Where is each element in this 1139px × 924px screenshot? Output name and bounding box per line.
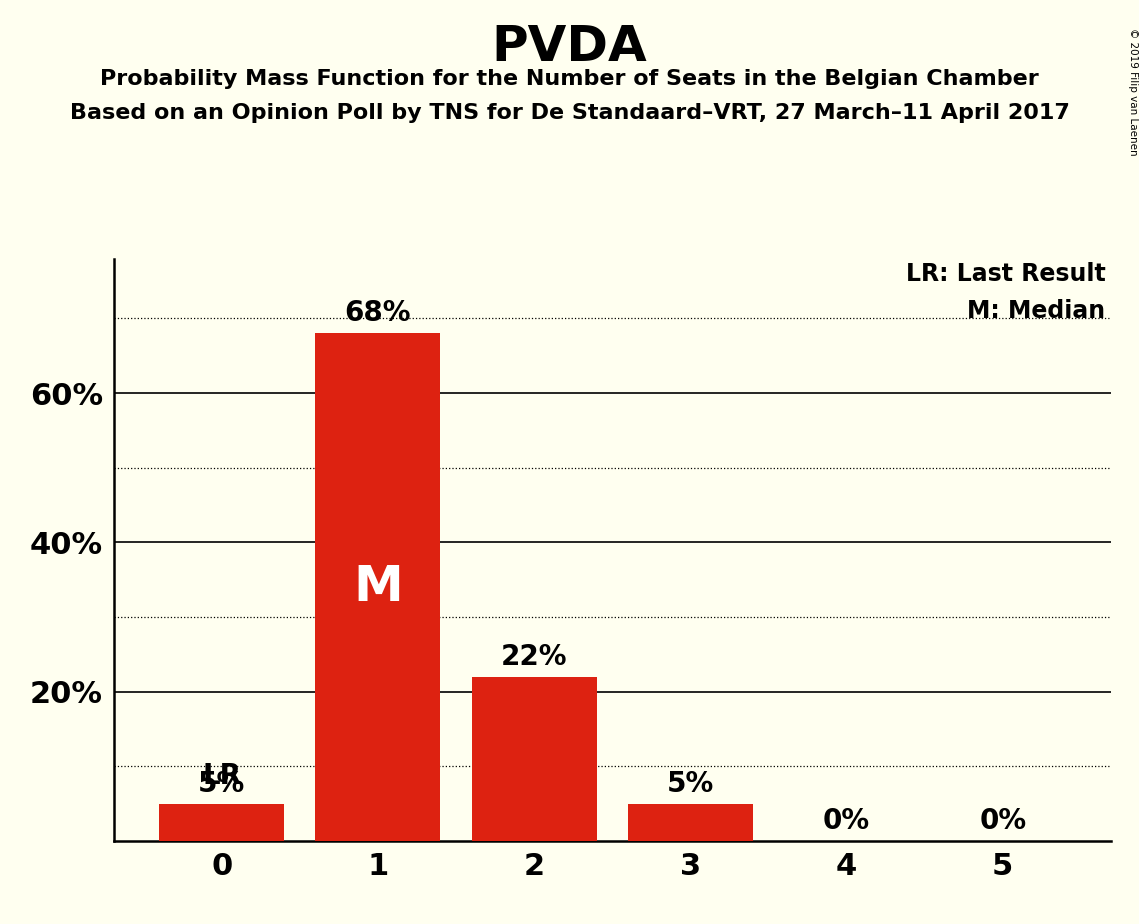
Text: Probability Mass Function for the Number of Seats in the Belgian Chamber: Probability Mass Function for the Number… — [100, 69, 1039, 90]
Text: PVDA: PVDA — [492, 23, 647, 71]
Text: 0%: 0% — [980, 807, 1026, 835]
Text: 22%: 22% — [501, 643, 567, 671]
Bar — [472, 676, 597, 841]
Text: LR: LR — [203, 762, 241, 790]
Text: 5%: 5% — [666, 770, 714, 797]
Text: M: M — [353, 563, 403, 611]
Text: 68%: 68% — [345, 299, 411, 327]
Text: © 2019 Filip van Laenen: © 2019 Filip van Laenen — [1128, 28, 1138, 155]
Text: LR: Last Result: LR: Last Result — [906, 261, 1106, 286]
Text: 5%: 5% — [198, 770, 245, 797]
Bar — [316, 334, 441, 841]
Text: 0%: 0% — [823, 807, 870, 835]
Text: M: Median: M: Median — [967, 299, 1106, 323]
Bar — [628, 804, 753, 841]
Text: Based on an Opinion Poll by TNS for De Standaard–VRT, 27 March–11 April 2017: Based on an Opinion Poll by TNS for De S… — [69, 103, 1070, 124]
Bar — [159, 804, 284, 841]
